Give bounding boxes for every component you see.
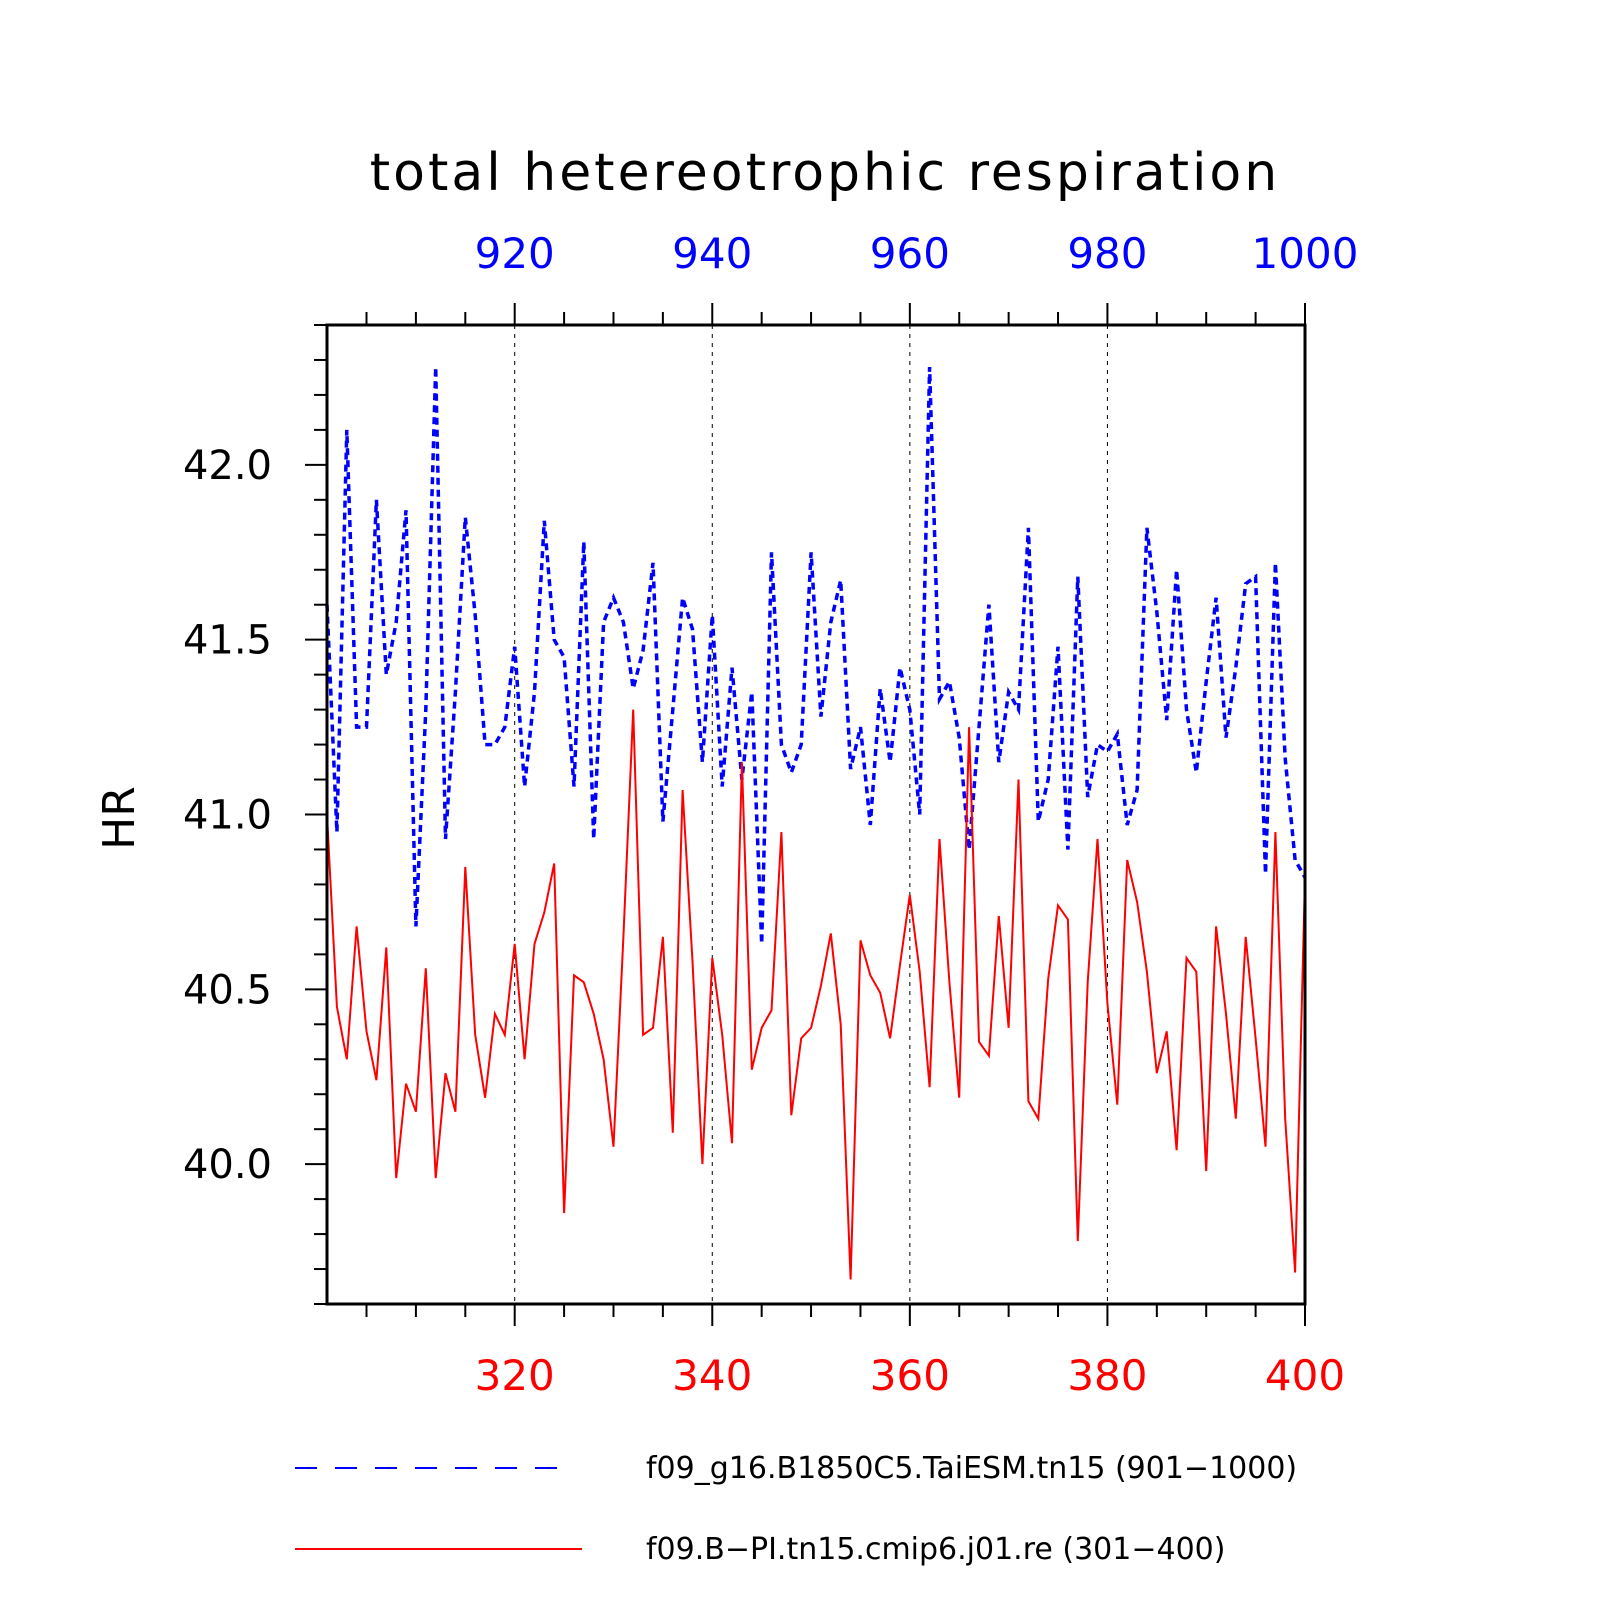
y-tick-label: 40.0 <box>183 1142 272 1188</box>
bottom-x-axis: 320 340 360 380 400 <box>365 1304 1345 1400</box>
vertical-grid-lines <box>514 325 1108 1304</box>
x-tick-label: 940 <box>672 229 752 278</box>
top-x-axis: 920 940 960 980 1000 <box>365 229 1359 325</box>
legend: f09_g16.B1850C5.TaiESM.tn15 (901−1000) f… <box>295 1451 1297 1567</box>
y-tick-label: 41.5 <box>183 618 272 664</box>
series-line-2 <box>326 709 1306 1280</box>
legend-label-series-2: f09.B−PI.tn15.cmip6.j01.re (301−400) <box>646 1532 1225 1567</box>
x-tick-label: 400 <box>1265 1351 1345 1400</box>
x-tick-label: 1000 <box>1252 229 1359 278</box>
plot-frame <box>325 323 1307 1306</box>
x-tick-label: 960 <box>870 229 950 278</box>
x-tick-label: 360 <box>870 1351 950 1400</box>
y-tick-label: 40.5 <box>183 967 272 1013</box>
x-tick-label: 980 <box>1067 229 1147 278</box>
y-tick-label: 41.0 <box>183 793 272 839</box>
legend-label-series-1: f09_g16.B1850C5.TaiESM.tn15 (901−1000) <box>646 1451 1297 1486</box>
data-series <box>325 366 1307 1280</box>
x-tick-label: 920 <box>475 229 555 278</box>
y-axis: 40.0 40.5 41.0 41.5 42.0 <box>183 324 327 1305</box>
y-axis-label: HR <box>94 786 145 850</box>
y-tick-label: 42.0 <box>183 443 272 489</box>
chart-title: total hetereotrophic respiration <box>370 143 1280 203</box>
x-tick-label: 320 <box>475 1351 555 1400</box>
x-tick-label: 380 <box>1067 1351 1147 1400</box>
series-line-1 <box>325 366 1307 944</box>
x-tick-label: 340 <box>672 1351 752 1400</box>
